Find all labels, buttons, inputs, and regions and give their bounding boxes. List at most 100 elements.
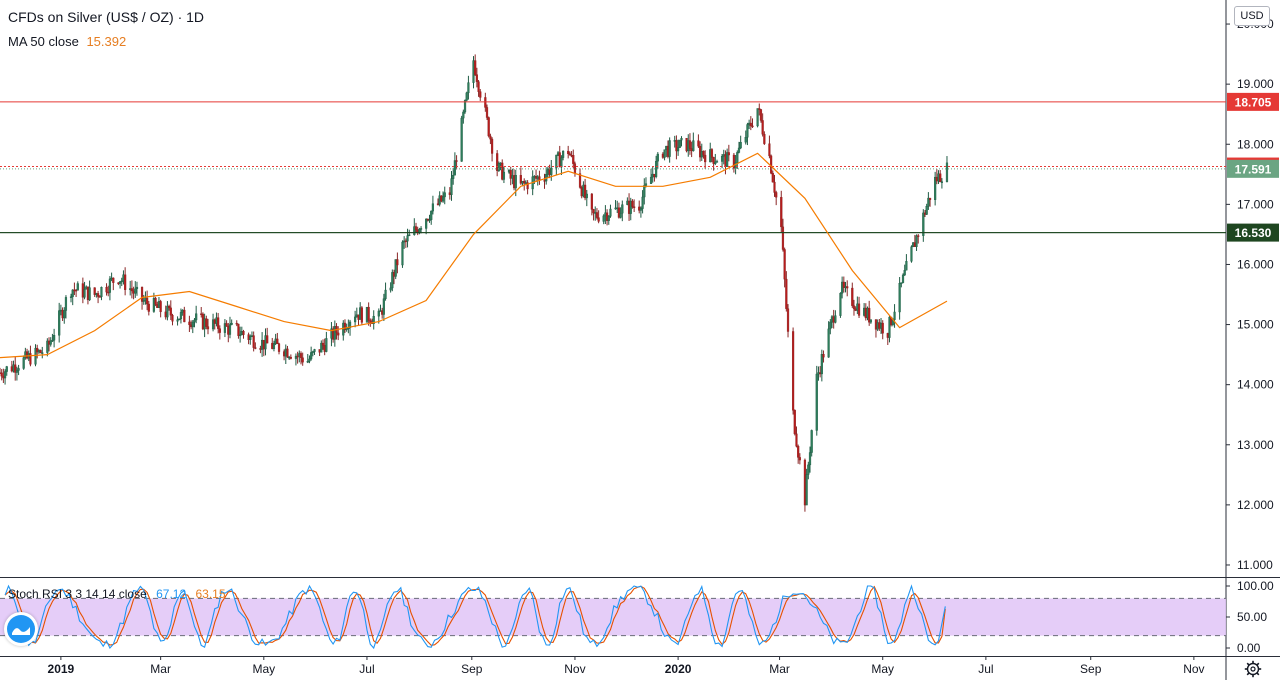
- ma-legend[interactable]: MA 50 close 15.392: [8, 34, 126, 49]
- candle: [455, 155, 458, 170]
- candle-body: [496, 153, 499, 171]
- candle-body: [749, 122, 752, 127]
- candle-body: [135, 286, 139, 290]
- tradingview-logo-icon[interactable]: [4, 612, 38, 646]
- candle-body: [827, 328, 830, 358]
- candle-body: [763, 133, 766, 144]
- candle-body: [572, 155, 575, 164]
- candle: [0, 369, 3, 381]
- candle: [272, 340, 276, 352]
- candle-body: [396, 259, 399, 266]
- candle: [118, 281, 122, 289]
- candle: [550, 160, 553, 181]
- gear-icon[interactable]: [1244, 660, 1262, 678]
- candle-body: [105, 287, 108, 293]
- stoch-d-value: 63.15: [195, 587, 226, 601]
- currency-button[interactable]: USD: [1234, 6, 1270, 26]
- candle: [905, 254, 908, 271]
- candle: [501, 159, 504, 181]
- candle: [903, 264, 906, 276]
- candle-body: [29, 353, 32, 365]
- candle-body: [414, 226, 418, 230]
- time-axis[interactable]: 2019 Mar May Jul Sep Nov 2020 Mar May Jul Sep Nov: [48, 656, 1205, 676]
- candle-body: [497, 163, 500, 171]
- candle: [36, 344, 39, 359]
- candle-body: [441, 196, 445, 202]
- candle-body: [917, 235, 920, 237]
- candle-body: [479, 91, 482, 98]
- stoch-rsi-pane[interactable]: 100.00 50.00 0.00: [0, 579, 1274, 655]
- candle: [154, 296, 157, 307]
- time-tick-label: Mar: [769, 662, 790, 676]
- candle: [629, 197, 632, 221]
- candle: [5, 365, 8, 376]
- candle-body: [211, 319, 215, 330]
- candle: [857, 296, 861, 319]
- symbol-title[interactable]: CFDs on Silver (US$ / OZ) · 1D: [8, 9, 205, 25]
- horizontal-levels[interactable]: [0, 101, 1226, 234]
- candle-body: [475, 74, 478, 82]
- candle-body: [223, 323, 227, 333]
- candle: [178, 318, 181, 321]
- candle: [235, 320, 238, 327]
- candle-body: [301, 357, 304, 363]
- candle: [206, 318, 210, 335]
- candle: [183, 306, 186, 323]
- price-tick-label: 15.000: [1237, 318, 1274, 332]
- candle-body: [810, 430, 813, 453]
- candle-body: [910, 246, 913, 262]
- candle-body: [732, 154, 736, 169]
- candle: [404, 238, 407, 248]
- candle-body: [678, 139, 681, 148]
- candle: [93, 287, 96, 297]
- candle: [692, 132, 695, 152]
- candle-body: [404, 240, 407, 243]
- candle: [477, 80, 480, 97]
- candle: [266, 327, 269, 344]
- candle-body: [98, 296, 101, 298]
- candle-body: [225, 323, 228, 327]
- candle-body: [463, 100, 467, 113]
- candle: [223, 319, 227, 338]
- candle: [337, 326, 340, 341]
- candle: [39, 349, 42, 354]
- candle-body: [781, 226, 785, 250]
- time-tick-label: Mar: [150, 662, 171, 676]
- ma-label: MA 50 close: [8, 34, 79, 49]
- candle: [124, 267, 127, 296]
- candle-body: [477, 81, 480, 92]
- price-tick-label: 18.000: [1237, 137, 1274, 151]
- chart-title[interactable]: CFDs on Silver (US$ / OZ) · 1D: [8, 9, 204, 25]
- candle: [749, 116, 752, 131]
- candle-body: [286, 348, 289, 358]
- price-tick-label: 11.000: [1237, 558, 1273, 572]
- candle-body: [905, 261, 908, 271]
- time-tick-label: May: [252, 662, 275, 676]
- candle-body: [751, 125, 754, 128]
- candle: [758, 103, 761, 116]
- candle-body: [780, 197, 783, 228]
- candle: [205, 315, 208, 330]
- stoch-band: [0, 598, 1226, 636]
- candle: [568, 151, 571, 156]
- candle-body: [108, 278, 112, 293]
- candle: [348, 319, 352, 336]
- candle-body: [770, 155, 773, 174]
- price-axis[interactable]: 20.00019.00018.00017.00016.00015.00014.0…: [1226, 17, 1274, 572]
- candle: [939, 170, 942, 183]
- candle: [372, 310, 375, 330]
- candle: [697, 134, 700, 149]
- candle-body: [63, 310, 66, 319]
- candle-body: [609, 208, 612, 217]
- candle: [663, 149, 666, 161]
- candle: [496, 150, 499, 177]
- candle: [431, 195, 435, 215]
- candle-body: [120, 280, 123, 283]
- candle: [401, 240, 404, 268]
- candle: [736, 150, 739, 169]
- stoch-d-line: [4, 585, 946, 646]
- oscillator-legend[interactable]: Stoch RSI 3 3 14 14 close 67.12 63.15: [8, 587, 226, 601]
- candle: [815, 365, 818, 436]
